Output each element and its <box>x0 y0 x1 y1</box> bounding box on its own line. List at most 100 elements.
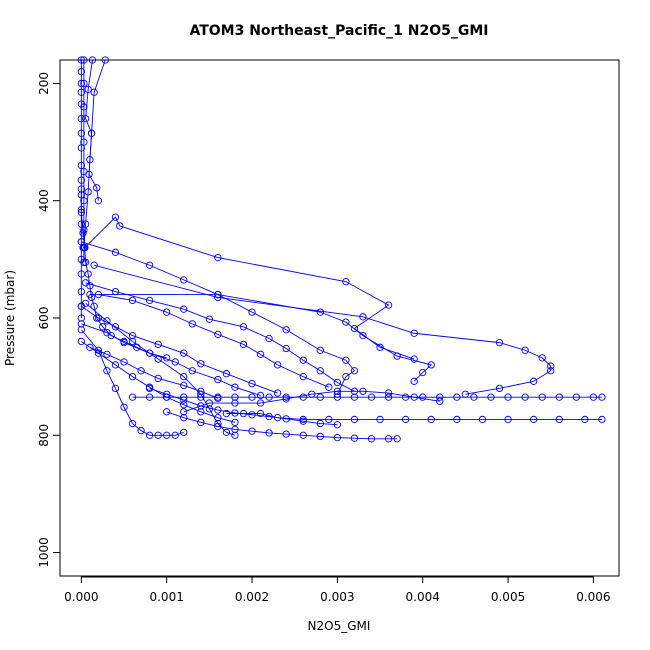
data-point <box>77 129 85 137</box>
data-point <box>197 418 205 427</box>
data-point <box>572 393 580 401</box>
series-line-12 <box>81 323 261 396</box>
data-point <box>103 367 111 375</box>
data-point <box>504 415 512 424</box>
data-point <box>163 390 171 398</box>
data-point <box>77 79 85 88</box>
y-tick-label: 800 <box>37 424 51 447</box>
data-point <box>316 393 324 401</box>
data-point <box>453 415 461 424</box>
data-point <box>197 360 205 368</box>
data-point <box>248 380 256 388</box>
data-point <box>521 346 529 354</box>
data-point <box>521 393 529 401</box>
data-point <box>90 261 98 269</box>
data-point <box>214 293 222 302</box>
data-point <box>538 393 546 401</box>
data-point <box>81 299 90 307</box>
data-point <box>598 393 606 401</box>
data-point <box>256 409 265 418</box>
data-point <box>154 355 162 363</box>
data-point <box>410 377 418 385</box>
series-line-16 <box>85 302 236 436</box>
data-point <box>530 415 538 424</box>
data-point <box>384 301 393 309</box>
data-point <box>350 367 359 375</box>
data-point <box>94 197 103 205</box>
data-point <box>77 176 85 184</box>
data-point <box>376 415 384 424</box>
data-point <box>84 85 92 93</box>
data-point <box>410 329 418 337</box>
data-point <box>94 346 103 354</box>
data-point <box>111 384 120 393</box>
data-point <box>547 362 555 370</box>
data-point <box>81 258 90 266</box>
data-point <box>231 418 239 427</box>
data-point <box>359 387 367 395</box>
data-point <box>214 393 222 401</box>
data-point <box>239 340 248 349</box>
data-point <box>436 393 444 401</box>
series-line-15 <box>80 329 184 436</box>
data-point <box>77 320 85 328</box>
data-point <box>342 356 350 364</box>
data-point <box>248 427 256 435</box>
data-point <box>231 393 239 401</box>
data-point <box>350 415 359 424</box>
data-point <box>94 290 103 299</box>
data-point <box>248 411 256 419</box>
data-point <box>77 56 85 64</box>
data-point <box>282 344 290 353</box>
data-point <box>180 396 188 404</box>
data-point <box>197 402 205 410</box>
series-line-19 <box>166 411 398 440</box>
series-line-11 <box>81 305 278 394</box>
data-point <box>333 393 342 401</box>
data-point <box>256 399 265 407</box>
data-point <box>145 349 154 357</box>
data-point <box>401 393 410 401</box>
data-point <box>77 337 85 346</box>
data-point <box>299 356 307 364</box>
data-point <box>231 409 239 417</box>
data-point <box>427 415 435 424</box>
data-point <box>333 433 342 442</box>
data-point <box>350 434 359 442</box>
data-point <box>171 358 179 366</box>
data-point <box>137 367 145 375</box>
data-point <box>282 326 290 334</box>
x-tick-label: 0.004 <box>406 590 440 604</box>
data-point <box>128 331 137 340</box>
data-point <box>248 393 256 401</box>
data-point <box>222 428 231 436</box>
data-point <box>342 318 350 326</box>
data-point <box>530 377 538 385</box>
data-point <box>393 435 401 443</box>
data-point <box>77 68 85 76</box>
data-point <box>103 350 111 358</box>
data-point <box>299 415 307 424</box>
data-point <box>77 144 85 152</box>
data-point <box>101 56 109 64</box>
data-point <box>163 408 171 416</box>
data-point <box>111 361 120 369</box>
data-point <box>128 393 137 401</box>
data-point <box>333 421 342 429</box>
data-point <box>231 431 239 439</box>
data-point <box>581 415 589 424</box>
data-point <box>316 367 324 375</box>
data-point <box>90 302 98 310</box>
data-point <box>495 338 504 347</box>
data-point <box>116 222 124 230</box>
data-point <box>299 372 307 381</box>
data-point <box>154 431 162 439</box>
data-point <box>350 324 359 333</box>
data-point <box>188 320 196 328</box>
data-point <box>84 188 92 196</box>
data-point <box>555 415 563 424</box>
data-point <box>81 220 90 228</box>
data-point <box>77 326 85 334</box>
data-point <box>316 419 324 428</box>
data-point <box>316 308 324 316</box>
